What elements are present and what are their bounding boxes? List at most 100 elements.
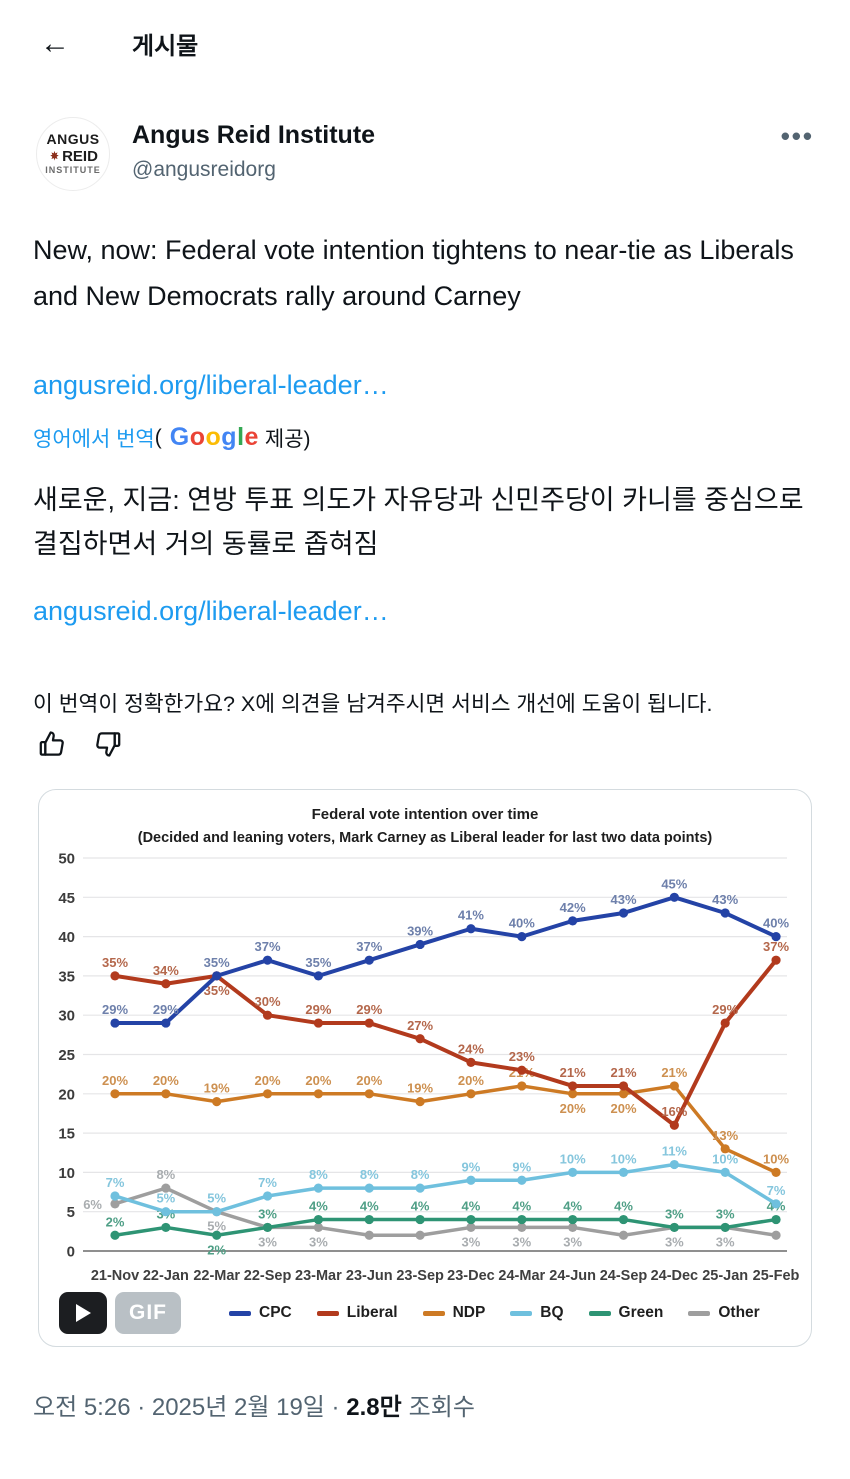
data-label: 5% <box>207 1219 226 1234</box>
data-label: 37% <box>255 940 281 955</box>
page-title: 게시물 <box>132 33 199 60</box>
data-point <box>618 1089 629 1099</box>
top-bar: ← 게시물 <box>0 0 850 61</box>
data-point <box>466 1223 476 1233</box>
data-label: 10% <box>610 1152 636 1167</box>
thumbs-down-button[interactable] <box>92 728 124 763</box>
data-point <box>568 1081 578 1091</box>
data-point <box>771 1199 781 1209</box>
y-tick-label: 40 <box>58 929 75 946</box>
y-tick-label: 30 <box>58 1008 75 1025</box>
data-point <box>517 1176 527 1186</box>
data-point <box>313 1223 323 1233</box>
data-label: 3% <box>258 1235 277 1250</box>
data-label: 8% <box>360 1167 379 1182</box>
play-button[interactable] <box>59 1292 107 1335</box>
y-tick-label: 45 <box>58 890 75 907</box>
data-point <box>466 1176 476 1186</box>
chart-title: Federal vote intention over time <box>311 806 539 824</box>
data-point <box>313 1183 323 1194</box>
translation-notice[interactable]: 영어에서 번역 ( Google 제공) <box>33 423 311 452</box>
series-line-green <box>113 1218 778 1238</box>
data-label: 24% <box>458 1042 484 1057</box>
data-point <box>212 1097 222 1107</box>
data-point <box>110 1018 120 1029</box>
data-label: 20% <box>560 1101 586 1116</box>
more-options-icon[interactable]: ••• <box>781 117 814 149</box>
x-tick-label: 24-Jun <box>549 1268 596 1284</box>
back-icon[interactable]: ← <box>40 26 70 60</box>
google-logo: Google <box>169 423 259 452</box>
data-label: 3% <box>716 1235 735 1250</box>
data-label: 40% <box>509 916 535 931</box>
data-label: 13% <box>712 1128 738 1143</box>
media-chart-card[interactable]: Federal vote intention over time (Decide… <box>38 789 812 1348</box>
data-point <box>110 971 120 981</box>
translation-feedback-text: 이 번역이 정확한가요? X에 의견을 남겨주시면 서비스 개선에 도움이 됩니… <box>33 692 713 717</box>
data-label: 20% <box>305 1073 331 1088</box>
data-label: 34% <box>153 963 179 978</box>
data-label: 40% <box>763 916 789 931</box>
data-label: 43% <box>712 892 738 907</box>
data-point <box>669 893 679 903</box>
data-label: 4% <box>462 1199 481 1214</box>
series-line-bq <box>113 1163 778 1214</box>
data-label: 20% <box>458 1073 484 1088</box>
data-label: 3% <box>462 1235 481 1250</box>
data-label: 29% <box>712 1002 738 1017</box>
data-label: 41% <box>458 908 484 923</box>
data-point <box>364 1089 374 1099</box>
translated-from-label[interactable]: 영어에서 번역 <box>33 427 155 451</box>
series-line-ndp <box>113 1084 778 1175</box>
thumbs-up-button[interactable] <box>36 728 68 763</box>
tweet-link-1[interactable]: angusreid.org/liberal-leader… <box>33 369 389 400</box>
avatar[interactable]: ANGUS REID INSTITUTE <box>36 117 110 191</box>
y-tick-label: 15 <box>58 1126 75 1143</box>
series-line-other <box>113 1186 778 1238</box>
data-point <box>466 1215 476 1225</box>
data-point <box>517 1081 527 1091</box>
data-point <box>110 1199 120 1209</box>
x-tick-label: 24-Dec <box>651 1268 699 1284</box>
avatar-text-line1: ANGUS <box>46 131 100 148</box>
data-point <box>720 1018 730 1029</box>
data-label: 4% <box>512 1199 531 1214</box>
data-point <box>415 940 425 950</box>
data-label: 4% <box>309 1199 328 1214</box>
data-label: 45% <box>661 877 687 892</box>
author-row: ANGUS REID INSTITUTE Angus Reid Institut… <box>0 117 850 191</box>
data-label: 5% <box>156 1191 175 1206</box>
data-label: 20% <box>102 1073 128 1088</box>
x-tick-label: 21-Nov <box>91 1268 139 1284</box>
data-label: 10% <box>712 1152 738 1167</box>
data-point <box>771 955 781 966</box>
data-point <box>771 1231 781 1241</box>
tweet-link-2[interactable]: angusreid.org/liberal-leader… <box>33 596 389 627</box>
data-point <box>364 1231 374 1241</box>
data-label: 35% <box>305 955 331 970</box>
data-point <box>262 955 273 966</box>
data-label: 21% <box>661 1065 687 1080</box>
data-point <box>568 1215 578 1225</box>
data-point <box>161 979 171 989</box>
legend-item-bq: BQ <box>510 1304 564 1322</box>
data-label: 37% <box>356 940 382 955</box>
y-tick-label: 10 <box>58 1165 75 1182</box>
data-point <box>669 1081 679 1091</box>
data-point <box>110 1089 120 1099</box>
author-name[interactable]: Angus Reid Institute <box>132 121 376 149</box>
data-label: 29% <box>102 1002 128 1017</box>
series-line-liberal <box>113 958 779 1128</box>
data-point <box>415 1215 425 1225</box>
data-label: 8% <box>411 1167 430 1182</box>
data-point <box>415 1097 425 1107</box>
data-point <box>771 1168 781 1178</box>
views-count: 2.8만 <box>346 1394 402 1422</box>
data-label: 2% <box>207 1243 226 1258</box>
data-point <box>720 1223 730 1233</box>
legend-label: NDP <box>452 1304 486 1322</box>
data-point <box>568 916 578 926</box>
data-label: 9% <box>512 1160 531 1175</box>
avatar-text-line3: INSTITUTE <box>45 164 101 175</box>
